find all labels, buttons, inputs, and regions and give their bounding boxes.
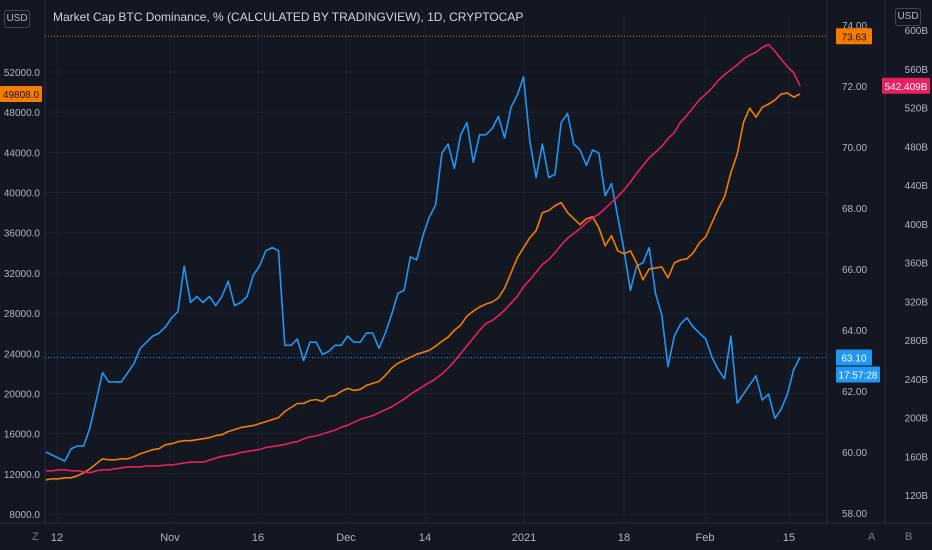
scale-mode-button[interactable]: B [905, 531, 913, 543]
left-y-tick-label: 24000.0 [4, 349, 41, 360]
right-y-tick-label: 320B [905, 297, 929, 308]
x-tick-label: Dec [336, 532, 356, 544]
right-y-tick-label: 160B [905, 452, 929, 463]
left-y-tick-label: 28000.0 [4, 309, 41, 320]
x-tick-label: 2021 [512, 532, 536, 544]
right-y-tick-label: 120B [905, 491, 929, 502]
left-y-tick-label: 36000.0 [4, 229, 41, 240]
x-tick-label: 15 [783, 532, 795, 544]
x-tick-label: Feb [696, 532, 715, 544]
mid-y-tick-label: 68.00 [842, 204, 867, 215]
pink-last-label: 542.409B [885, 82, 928, 93]
left-y-tick-label: 52000.0 [4, 68, 41, 79]
left-y-tick-label: 40000.0 [4, 189, 41, 200]
mid-y-tick-label: 62.00 [842, 387, 867, 398]
right-y-tick-label: 600B [905, 26, 929, 37]
right-y-tick-label: 440B [905, 181, 929, 192]
mid-y-tick-label: 70.00 [842, 143, 867, 154]
right-y-tick-label: 280B [905, 336, 929, 347]
right-y-tick-label: 200B [905, 414, 929, 425]
right-y-tick-label: 240B [905, 375, 929, 386]
x-tick-label: 18 [618, 532, 630, 544]
left-y-tick-label: 12000.0 [4, 470, 41, 481]
right-y-tick-label: 560B [905, 65, 929, 76]
right-y-tick-label: 520B [905, 104, 929, 115]
mid-y-tick-label: 66.00 [842, 265, 867, 276]
pink-last-label-bg [882, 77, 930, 94]
countdown-label: 17:57:28 [839, 370, 878, 381]
series-line-blue [45, 76, 801, 462]
left-axis-currency-button[interactable]: USD [4, 10, 30, 28]
right-y-tick-label: 360B [905, 259, 929, 270]
x-tick-label: Nov [160, 532, 180, 544]
dominance-last-label-bg [836, 349, 872, 366]
left-y-tick-label: 16000.0 [4, 430, 41, 441]
left-y-tick-label: 32000.0 [4, 269, 41, 280]
left-y-tick-label: 48000.0 [4, 108, 41, 119]
left-y-tick-label: 8000.0 [9, 510, 40, 521]
series-line-orange [45, 92, 801, 481]
right-y-tick-label: 480B [905, 142, 929, 153]
countdown-label-bg [836, 366, 880, 383]
dominance-high-label-bg [836, 28, 872, 45]
mid-y-tick-label: 58.00 [842, 509, 867, 520]
mid-y-tick-label: 74.00 [842, 21, 867, 32]
x-tick-label: 14 [419, 532, 431, 544]
x-tick-label: 12 [51, 532, 63, 544]
dominance-last-label: 63.10 [841, 353, 866, 364]
auto-scale-button[interactable]: A [868, 531, 876, 543]
mid-y-tick-label: 60.00 [842, 448, 867, 459]
orange-last-label-bg [0, 86, 42, 103]
left-y-tick-label: 44000.0 [4, 148, 41, 159]
right-axis-currency-button[interactable]: USD [895, 8, 921, 26]
mid-y-tick-label: 72.00 [842, 82, 867, 93]
series-line-pink [46, 43, 801, 474]
chart-title: Market Cap BTC Dominance, % (CALCULATED … [53, 10, 524, 24]
dominance-high-label: 73.63 [841, 32, 866, 43]
mid-y-tick-label: 64.00 [842, 326, 867, 337]
left-y-tick-label: 20000.0 [4, 389, 41, 400]
zoom-button[interactable]: Z [32, 531, 39, 543]
x-tick-label: 16 [252, 532, 264, 544]
orange-last-label: 49808.0 [3, 90, 40, 101]
right-y-tick-label: 400B [905, 220, 929, 231]
